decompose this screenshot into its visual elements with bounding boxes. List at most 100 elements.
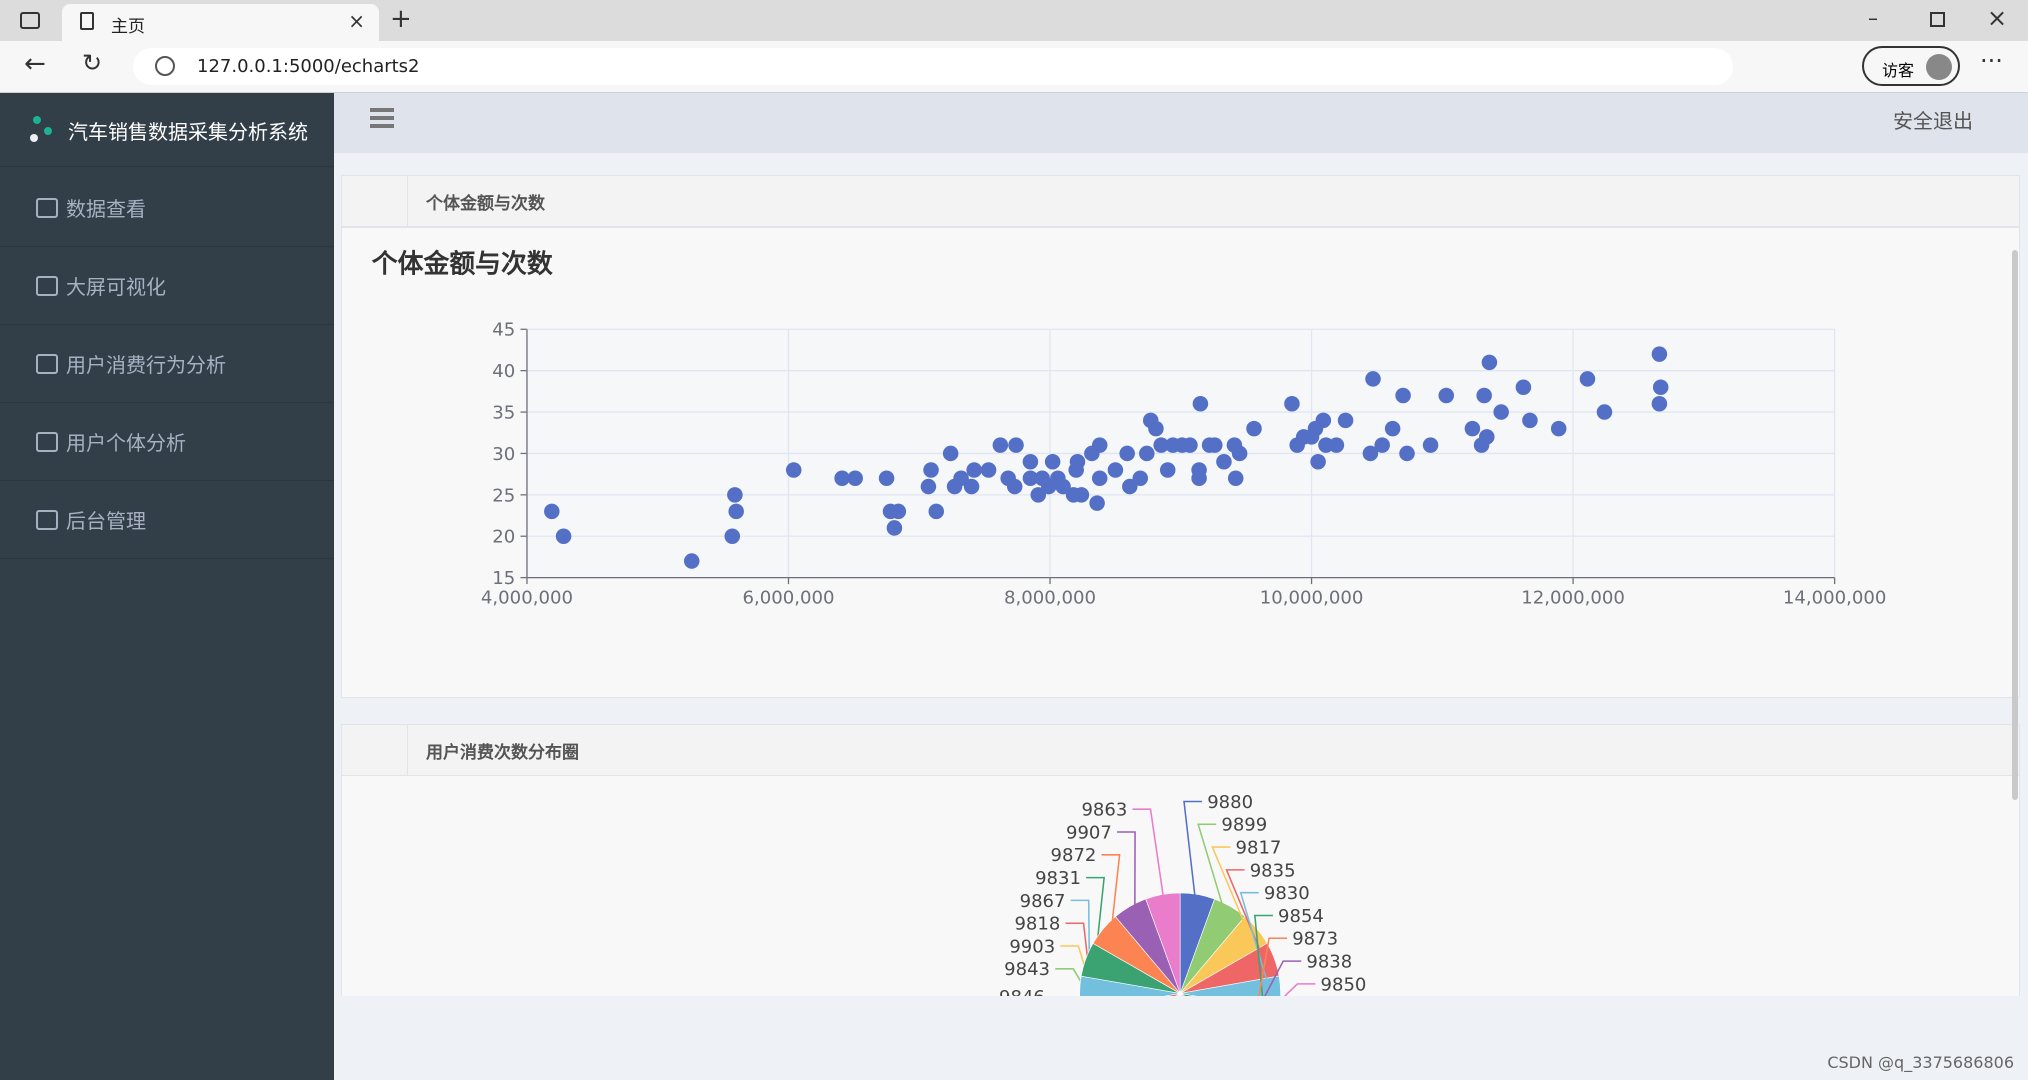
watermark: CSDN @q_3375686806 (1827, 1053, 2014, 1072)
leader-line (1132, 808, 1166, 905)
close-window[interactable]: × (1987, 4, 2008, 32)
leader-line (1183, 800, 1203, 905)
point (1089, 495, 1105, 511)
point (1055, 478, 1071, 495)
point (980, 462, 997, 478)
menu-item[interactable]: 数据查看 (0, 169, 334, 247)
leader-line (1197, 823, 1227, 916)
scrollbar[interactable] (2012, 250, 2018, 800)
point (1310, 453, 1326, 470)
point (1422, 437, 1439, 453)
point (1246, 420, 1262, 437)
slice-label: 9872 (1051, 845, 1097, 866)
point (1022, 470, 1039, 487)
menu-label: 用户消费行为分析 (66, 353, 226, 377)
menu-button[interactable]: ··· (1980, 47, 2003, 75)
point (1159, 462, 1176, 478)
slice-label: 9907 (1066, 822, 1112, 843)
slice (1180, 975, 1281, 996)
minimize[interactable]: – (1868, 6, 1878, 30)
leader-line (1101, 854, 1121, 936)
address-bar-row: ← ↻ 127.0.0.1:5000/echarts2 访客 ··· (0, 41, 2028, 93)
point (1148, 420, 1164, 437)
new-tab[interactable]: + (390, 4, 412, 34)
point (1395, 387, 1411, 404)
point (1091, 437, 1108, 453)
point (992, 437, 1009, 453)
tab-close[interactable]: × (348, 9, 365, 33)
slice-label: 9835 (1250, 860, 1296, 881)
point (1315, 412, 1332, 429)
point (1207, 437, 1223, 453)
point (1438, 387, 1455, 404)
menu-item[interactable]: 用户个体分析 (0, 403, 334, 481)
back-button[interactable]: ← (24, 49, 46, 79)
point (727, 487, 743, 503)
chart-title: 个体金额与次数 (372, 248, 553, 279)
leader-line (1283, 983, 1316, 996)
active-tab[interactable]: 主页 × (62, 4, 379, 41)
site-info[interactable] (155, 56, 175, 76)
leader-line (1086, 876, 1105, 963)
hamburger[interactable] (370, 108, 394, 128)
leader-line (1239, 891, 1272, 994)
slice-label: 9854 (1278, 906, 1324, 927)
logo-dot (30, 134, 38, 142)
menu-item[interactable]: 用户消费行为分析 (0, 325, 334, 403)
point (1119, 445, 1135, 462)
point (1192, 396, 1209, 412)
x-tick-label: 12,000,000 (1521, 587, 1625, 608)
point (1328, 437, 1345, 453)
panel-header: 个体金额与次数 (341, 175, 2020, 227)
point (920, 478, 937, 495)
slice-label: 9867 (1020, 891, 1066, 912)
point (1374, 437, 1390, 453)
slice-label: 9873 (1292, 929, 1338, 950)
menu-item[interactable]: 大屏可视化 (0, 247, 334, 325)
point (1191, 470, 1207, 487)
restore[interactable] (1930, 12, 1945, 27)
profile-name: 访客 (1882, 61, 1915, 80)
reload-button[interactable]: ↻ (82, 49, 103, 77)
point (1550, 420, 1567, 437)
point (1216, 453, 1232, 470)
x-tick-label: 10,000,000 (1260, 587, 1364, 608)
point (1069, 453, 1086, 470)
scatter-chart: 个体金额与次数 15 20 25 30 35 40 45 4,000,000 6,000,000 8… (372, 248, 1887, 608)
point (1030, 487, 1047, 503)
point (555, 528, 572, 544)
brand: 汽车销售数据采集分析系统 (0, 93, 334, 167)
point (1073, 487, 1090, 503)
slice-label: 9850 (1321, 974, 1367, 995)
leader-line (1211, 846, 1251, 936)
point (1139, 445, 1155, 462)
point (1122, 478, 1138, 495)
point (942, 445, 959, 462)
leader-line (1258, 937, 1288, 996)
x-tick-label: 14,000,000 (1783, 587, 1887, 608)
logout[interactable]: 安全退出 (1893, 109, 1973, 133)
point (1182, 437, 1198, 453)
slice-label: 9846 (999, 987, 1045, 996)
point (923, 462, 939, 478)
point (1008, 437, 1024, 453)
x-tick-label: 8,000,000 (1004, 587, 1096, 608)
menu-item[interactable]: 后台管理 (0, 481, 334, 559)
point (890, 503, 907, 520)
avatar (1926, 54, 1952, 80)
point (1006, 478, 1023, 495)
tab-icon (80, 12, 94, 30)
profile-button[interactable]: 访客 (1862, 46, 1960, 86)
point (963, 478, 980, 495)
menu-label: 数据查看 (66, 197, 146, 221)
point (1337, 412, 1354, 429)
sidebar-toggle[interactable] (20, 12, 40, 29)
point (1596, 404, 1613, 420)
leader-line (1117, 831, 1136, 916)
point (1284, 396, 1300, 412)
point (1132, 470, 1149, 487)
address-field[interactable]: 127.0.0.1:5000/echarts2 (133, 48, 1733, 85)
menu-label: 后台管理 (66, 509, 146, 533)
